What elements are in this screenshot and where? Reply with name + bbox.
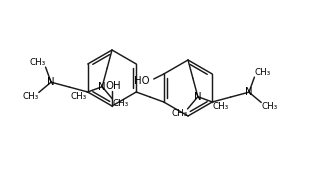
- Text: CH₃: CH₃: [261, 103, 277, 111]
- Text: CH₃: CH₃: [23, 92, 39, 101]
- Text: OH: OH: [105, 81, 121, 91]
- Text: N: N: [98, 82, 106, 92]
- Text: CH₃: CH₃: [213, 102, 229, 111]
- Text: HO: HO: [134, 76, 150, 86]
- Text: N: N: [47, 77, 55, 87]
- Text: CH₃: CH₃: [112, 99, 129, 108]
- Text: CH₃: CH₃: [171, 109, 188, 118]
- Text: CH₃: CH₃: [29, 58, 45, 67]
- Text: N: N: [245, 87, 253, 97]
- Text: N: N: [194, 92, 202, 102]
- Text: CH₃: CH₃: [254, 68, 271, 77]
- Text: CH₃: CH₃: [71, 92, 87, 101]
